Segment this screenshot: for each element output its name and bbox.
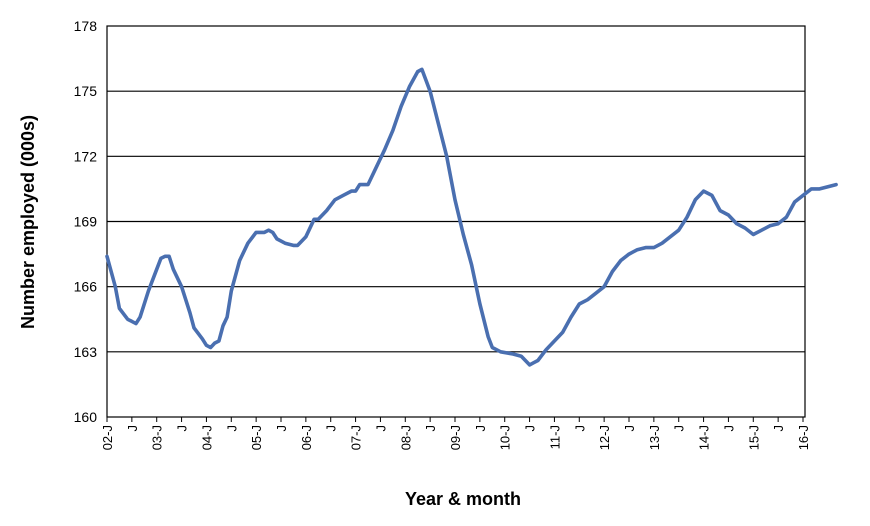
x-tick-label: 15-J [746,425,761,450]
series-line [105,67,838,367]
x-tick-label: J [721,425,736,432]
y-tick-label: 175 [74,83,98,99]
x-tick-label: 04-J [199,425,214,450]
y-tick-label: 169 [74,214,98,230]
y-axis-ticks: 160 163 166 169 172 175 178 [74,18,98,425]
y-tick-label: 166 [74,279,98,295]
x-tick-label: J [224,425,239,432]
x-tick-label: J [523,425,538,432]
x-tick-label: J [423,425,438,432]
gridlines [107,90,805,353]
x-tick-label: J [373,425,388,432]
x-tick-label: 03-J [150,425,165,450]
y-axis-title: Number employed (000s) [18,115,38,329]
x-tick-label: 07-J [349,425,364,450]
x-tick-label: 10-J [498,425,513,450]
x-tick-label: J [672,425,687,432]
x-tick-label: J [175,425,190,432]
x-axis-title: Year & month [405,489,521,509]
x-tick-label: J [125,425,140,432]
x-tick-label: J [274,425,289,432]
y-tick-label: 163 [74,344,98,360]
x-tick-label: 08-J [398,425,413,450]
x-tick-label: J [473,425,488,432]
x-tick-label: 16-J [796,425,811,450]
x-tick-label: 09-J [448,425,463,450]
y-tick-label: 172 [74,148,98,164]
x-tick-label: 05-J [249,425,264,450]
x-tick-label: 11-J [547,425,562,449]
x-tick-label: J [324,425,339,432]
y-tick-label: 160 [74,409,98,425]
x-tick-label: J [572,425,587,432]
x-tick-label: J [622,425,637,432]
x-tick-label: 02-J [100,425,115,450]
x-tick-label: J [771,425,786,432]
y-tick-label: 178 [74,18,98,34]
x-tick-label: 12-J [597,425,612,450]
x-tick-label: 13-J [647,425,662,450]
x-tick-label: 14-J [697,425,712,450]
x-axis-ticks: 02-J J 03-J J 04-J J 05-J J 06-J J 07-J J 08-J J 09-J J… [100,417,811,450]
x-tick-label: 06-J [299,425,314,450]
